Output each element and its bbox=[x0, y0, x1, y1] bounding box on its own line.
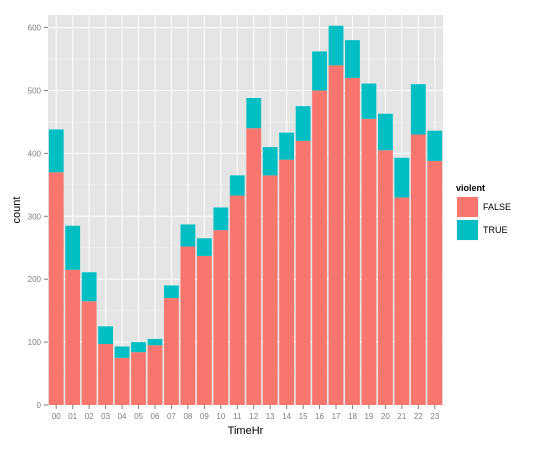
x-tick-label: 06 bbox=[151, 412, 160, 421]
x-tick-label: 04 bbox=[118, 412, 127, 421]
x-tick-label: 21 bbox=[397, 412, 406, 421]
x-tick-label: 03 bbox=[101, 412, 110, 421]
legend-label-false: FALSE bbox=[483, 202, 511, 212]
x-tick-label: 11 bbox=[233, 412, 242, 421]
bar-false-22 bbox=[410, 134, 426, 406]
y-tick-label: 300 bbox=[28, 212, 42, 221]
bar-false-13 bbox=[262, 175, 278, 405]
bars bbox=[48, 25, 443, 406]
bar-true-17 bbox=[328, 25, 344, 66]
x-tick-label: 17 bbox=[332, 412, 341, 421]
x-tick-label: 10 bbox=[216, 412, 225, 421]
x-tick-label: 20 bbox=[381, 412, 390, 421]
x-tick-label: 05 bbox=[134, 412, 143, 421]
y-axis-title: count bbox=[11, 197, 23, 224]
x-tick-label: 14 bbox=[282, 412, 291, 421]
bar-true-06 bbox=[147, 338, 163, 346]
bar-true-00 bbox=[48, 129, 64, 173]
legend-items: FALSE TRUE bbox=[455, 195, 511, 242]
bar-true-03 bbox=[98, 326, 114, 344]
x-tick-label: 16 bbox=[315, 412, 324, 421]
x-tick-label: 01 bbox=[68, 412, 77, 421]
x-tick-label: 19 bbox=[364, 412, 373, 421]
bar-false-18 bbox=[345, 77, 360, 405]
bar-true-11 bbox=[229, 175, 245, 196]
bar-false-16 bbox=[312, 90, 327, 405]
y-tick-label: 400 bbox=[28, 149, 42, 158]
bar-true-18 bbox=[345, 40, 360, 78]
bar-false-11 bbox=[229, 195, 245, 405]
bar-false-03 bbox=[98, 343, 114, 405]
bar-false-08 bbox=[180, 246, 196, 405]
legend-label-true: TRUE bbox=[483, 225, 508, 235]
bar-false-02 bbox=[81, 301, 97, 405]
x-axis-title: TimeHr bbox=[228, 425, 264, 437]
x-tick-label: 13 bbox=[266, 412, 275, 421]
legend: violent FALSE TRUE bbox=[455, 183, 511, 242]
bar-false-10 bbox=[213, 230, 229, 405]
x-tick-label: 02 bbox=[85, 412, 94, 421]
y-tick-label: 100 bbox=[28, 338, 42, 347]
x-tick-label: 15 bbox=[299, 412, 308, 421]
bar-false-15 bbox=[295, 140, 311, 405]
bar-false-14 bbox=[279, 159, 295, 405]
bar-true-01 bbox=[65, 225, 81, 270]
bar-false-05 bbox=[131, 352, 146, 405]
bar-true-15 bbox=[295, 106, 311, 141]
y-axis: 0 100 200 300 400 500 600 bbox=[28, 24, 48, 410]
bar-false-01 bbox=[65, 269, 81, 405]
x-tick-label: 00 bbox=[52, 412, 61, 421]
x-tick-label: 22 bbox=[414, 412, 423, 421]
y-tick-label: 200 bbox=[28, 275, 42, 284]
x-tick-label: 23 bbox=[430, 412, 439, 421]
x-tick-label: 09 bbox=[200, 412, 209, 421]
bar-false-17 bbox=[328, 65, 344, 406]
bar-true-20 bbox=[377, 113, 393, 151]
bar-false-07 bbox=[164, 298, 179, 405]
plot-panel bbox=[48, 15, 443, 405]
bar-true-19 bbox=[361, 83, 377, 119]
bar-true-09 bbox=[196, 238, 212, 256]
bar-true-04 bbox=[114, 346, 130, 358]
bar-false-21 bbox=[394, 197, 410, 405]
y-tick-label: 600 bbox=[28, 24, 42, 33]
bar-true-07 bbox=[164, 285, 179, 299]
bar-false-06 bbox=[147, 345, 163, 405]
bar-true-08 bbox=[180, 224, 196, 247]
x-tick-label: 08 bbox=[183, 412, 192, 421]
bar-true-22 bbox=[410, 84, 426, 135]
x-tick-label: 07 bbox=[167, 412, 176, 421]
legend-title: violent bbox=[456, 183, 485, 193]
bar-true-16 bbox=[312, 51, 327, 91]
legend-swatch-false bbox=[457, 197, 478, 217]
bar-false-19 bbox=[361, 118, 377, 406]
y-tick-label: 0 bbox=[37, 401, 42, 410]
bar-true-02 bbox=[81, 272, 97, 302]
bar-true-13 bbox=[262, 147, 278, 176]
x-tick-label: 18 bbox=[348, 412, 357, 421]
bar-false-00 bbox=[48, 172, 64, 405]
bar-false-09 bbox=[196, 255, 212, 405]
x-tick-label: 12 bbox=[249, 412, 258, 421]
bar-true-12 bbox=[246, 98, 262, 129]
y-tick-label: 500 bbox=[28, 86, 42, 95]
bar-true-10 bbox=[213, 207, 229, 231]
bar-false-12 bbox=[246, 128, 262, 405]
x-axis: 00 01 02 03 04 05 06 07 08 09 10 11 12 13 14 15 16 17 18 19… bbox=[52, 405, 440, 421]
bar-true-23 bbox=[427, 130, 443, 161]
bar-false-04 bbox=[114, 357, 130, 405]
bar-false-23 bbox=[427, 160, 443, 405]
bar-true-05 bbox=[131, 342, 146, 353]
legend-swatch-true bbox=[457, 220, 478, 240]
bar-true-21 bbox=[394, 157, 410, 198]
bar-false-20 bbox=[377, 150, 393, 405]
bar-true-14 bbox=[279, 132, 295, 160]
